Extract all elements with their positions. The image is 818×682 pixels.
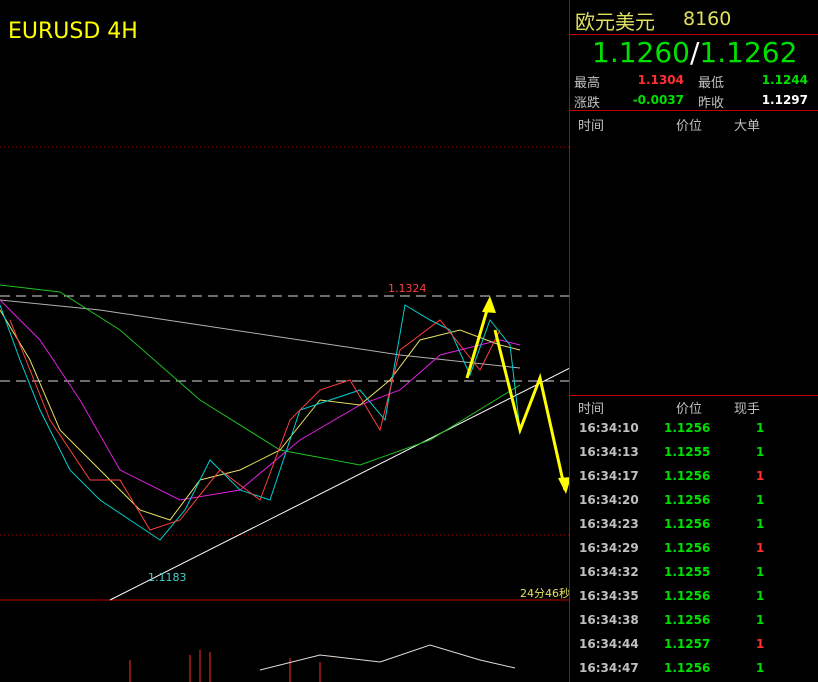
- stat-label: 昨收: [698, 96, 725, 111]
- ma-line: [0, 284, 521, 466]
- trade-time: 16:34:17: [579, 469, 639, 483]
- trade-price: 1.1256: [664, 541, 711, 555]
- trade-time: 16:34:47: [579, 661, 639, 675]
- low-label: 1.1183: [148, 571, 187, 584]
- ma-line: [0, 299, 521, 369]
- trade-volume: 1: [756, 589, 765, 603]
- column-header: 现手: [734, 402, 761, 417]
- ask: 1.1262: [699, 36, 798, 69]
- separator: /: [689, 36, 700, 69]
- trade-time: 16:34:32: [579, 565, 639, 579]
- trade-volume: 1: [756, 541, 765, 555]
- trade-volume: 1: [756, 565, 765, 579]
- column-header: 时间: [578, 402, 605, 417]
- price-line: [0, 304, 521, 541]
- divider: [569, 0, 570, 682]
- volume-bars: [129, 650, 321, 682]
- trade-volume: 1: [756, 445, 765, 459]
- trade-time: 16:34:23: [579, 517, 639, 531]
- price-line: [9, 319, 501, 531]
- arrow-head: [482, 296, 496, 313]
- trade-volume: 1: [756, 421, 765, 435]
- arrow-head: [558, 477, 570, 494]
- trade-price: 1.1256: [664, 517, 711, 531]
- stat-value: 1.1304: [637, 73, 684, 87]
- stat-value: -0.0037: [632, 93, 684, 107]
- trade-price: 1.1256: [664, 613, 711, 627]
- trade-time: 16:34:13: [579, 445, 639, 459]
- trade-volume: 1: [756, 493, 765, 507]
- bid: 1.1260: [592, 36, 690, 69]
- trade-price: 1.1256: [664, 661, 711, 675]
- trade-time: 16:34:10: [579, 421, 639, 435]
- trade-price: 1.1256: [664, 421, 711, 435]
- trade-volume: 1: [756, 613, 765, 627]
- indicator-line: [259, 644, 516, 671]
- trade-volume: 1: [756, 661, 765, 675]
- trade-volume: 1: [756, 517, 765, 531]
- trade-price: 1.1256: [664, 493, 711, 507]
- ma-line: [0, 309, 521, 521]
- stat-value: 1.1297: [761, 93, 808, 107]
- stat-label: 最高: [574, 76, 601, 91]
- column-header: 大单: [734, 119, 761, 134]
- stat-label: 最低: [698, 76, 725, 91]
- trade-price: 1.1255: [664, 445, 711, 459]
- trade-price: 1.1257: [664, 637, 711, 651]
- column-header: 价位: [676, 402, 703, 417]
- stat-label: 涨跌: [574, 96, 601, 111]
- trade-price: 1.1255: [664, 565, 711, 579]
- stat-value: 1.1244: [761, 73, 808, 87]
- chart-title: EURUSD 4H: [8, 19, 138, 44]
- trade-time: 16:34:20: [579, 493, 639, 507]
- divider: [570, 110, 818, 111]
- trade-price: 1.1256: [664, 589, 711, 603]
- trend-line: [109, 367, 570, 601]
- divider: [570, 34, 818, 35]
- arrow: [493, 329, 567, 491]
- column-header: 时间: [578, 119, 605, 134]
- divider: [570, 395, 818, 396]
- high-label: 1.1324: [388, 282, 427, 295]
- trade-price: 1.1256: [664, 469, 711, 483]
- trade-time: 16:34:44: [579, 637, 639, 651]
- ma-line: [0, 299, 521, 501]
- countdown: 24分46秒: [520, 586, 570, 600]
- column-header: 价位: [676, 119, 703, 134]
- price-quote: 1.1260/1.1262: [592, 36, 797, 69]
- price-chart: EURUSD 4H 1.1324 1.1183 24分46秒: [0, 19, 570, 682]
- arrow: [465, 299, 492, 379]
- trade-time: 16:34:29: [579, 541, 639, 555]
- trade-volume: 1: [756, 469, 765, 483]
- trade-time: 16:34:38: [579, 613, 639, 627]
- trade-volume: 1: [756, 637, 765, 651]
- trade-time: 16:34:35: [579, 589, 639, 603]
- instrument-code: 8160: [683, 8, 732, 30]
- instrument-name: 欧元美元: [575, 10, 655, 34]
